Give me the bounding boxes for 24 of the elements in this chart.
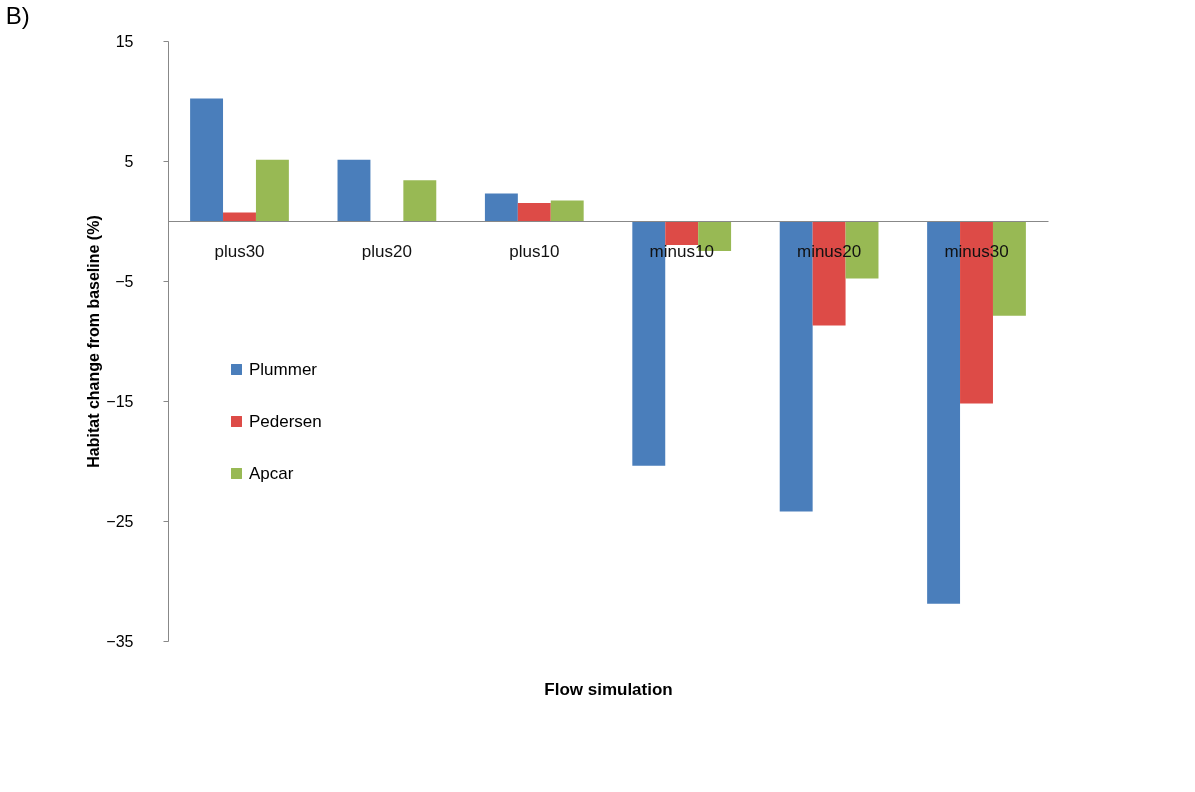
x-tick-label: plus20: [361, 241, 412, 261]
y-axis-title: Habitat change from baseline (%): [85, 215, 103, 468]
y-tick-label: −35: [106, 632, 134, 650]
bar: [484, 193, 518, 221]
legend-label: Pedersen: [249, 411, 322, 431]
legend-label: Plummer: [249, 359, 318, 379]
y-tick-label: −5: [115, 272, 134, 290]
bar: [517, 203, 551, 221]
bar: [665, 221, 699, 245]
y-tick-label: 15: [115, 32, 134, 50]
bar: [190, 98, 224, 221]
y-tick-label: 5: [124, 152, 134, 170]
chart-title: B): [5, 2, 30, 29]
bar: [255, 159, 289, 221]
x-axis-title: Flow simulation: [544, 679, 673, 699]
bar: [337, 159, 371, 221]
y-tick-label: −15: [106, 392, 134, 410]
bar: [550, 200, 584, 221]
legend-label: Apcar: [249, 463, 294, 483]
y-tick-label: −25: [106, 512, 134, 530]
bar: [403, 180, 437, 221]
x-tick-label: plus10: [509, 241, 560, 261]
bar: [223, 212, 256, 221]
x-tick-label: plus30: [214, 241, 265, 261]
